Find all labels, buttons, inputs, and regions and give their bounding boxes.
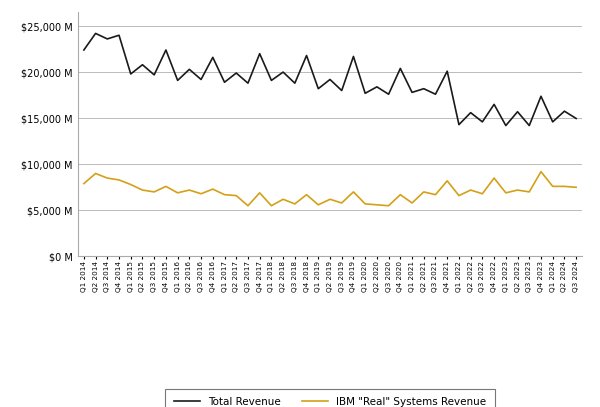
Total Revenue xyxy=(502,123,509,128)
Total Revenue xyxy=(326,77,334,82)
Total Revenue xyxy=(467,110,474,115)
Total Revenue xyxy=(280,70,287,74)
Total Revenue xyxy=(561,109,568,114)
Total Revenue xyxy=(549,119,556,124)
IBM "Real" Systems Revenue xyxy=(280,197,287,202)
IBM "Real" Systems Revenue xyxy=(244,203,251,208)
IBM "Real" Systems Revenue xyxy=(221,192,228,197)
IBM "Real" Systems Revenue xyxy=(572,185,580,190)
IBM "Real" Systems Revenue xyxy=(455,193,463,198)
IBM "Real" Systems Revenue xyxy=(163,184,170,189)
Total Revenue xyxy=(115,33,122,38)
Total Revenue xyxy=(314,86,322,91)
IBM "Real" Systems Revenue xyxy=(104,176,111,181)
Total Revenue xyxy=(209,55,217,60)
Line: Total Revenue: Total Revenue xyxy=(84,33,576,125)
Total Revenue xyxy=(233,70,240,75)
Total Revenue xyxy=(139,62,146,67)
IBM "Real" Systems Revenue xyxy=(151,190,158,195)
Total Revenue xyxy=(174,78,181,83)
IBM "Real" Systems Revenue xyxy=(233,193,240,198)
IBM "Real" Systems Revenue xyxy=(197,191,205,196)
IBM "Real" Systems Revenue xyxy=(409,201,416,206)
IBM "Real" Systems Revenue xyxy=(92,171,99,176)
IBM "Real" Systems Revenue xyxy=(314,202,322,207)
IBM "Real" Systems Revenue xyxy=(115,177,122,182)
IBM "Real" Systems Revenue xyxy=(186,188,193,193)
Total Revenue xyxy=(362,91,369,96)
Total Revenue xyxy=(221,80,228,85)
IBM "Real" Systems Revenue xyxy=(291,201,298,206)
IBM "Real" Systems Revenue xyxy=(303,192,310,197)
Total Revenue xyxy=(572,116,580,121)
Total Revenue xyxy=(432,92,439,97)
Total Revenue xyxy=(186,67,193,72)
IBM "Real" Systems Revenue xyxy=(373,202,380,207)
IBM "Real" Systems Revenue xyxy=(514,188,521,193)
Total Revenue xyxy=(291,81,298,85)
IBM "Real" Systems Revenue xyxy=(209,187,217,192)
Total Revenue xyxy=(526,123,533,128)
IBM "Real" Systems Revenue xyxy=(174,190,181,195)
Total Revenue xyxy=(151,72,158,77)
IBM "Real" Systems Revenue xyxy=(268,203,275,208)
IBM "Real" Systems Revenue xyxy=(385,203,392,208)
Total Revenue xyxy=(338,88,346,93)
IBM "Real" Systems Revenue xyxy=(397,192,404,197)
Total Revenue xyxy=(127,72,134,77)
IBM "Real" Systems Revenue xyxy=(256,190,263,195)
IBM "Real" Systems Revenue xyxy=(80,181,88,186)
IBM "Real" Systems Revenue xyxy=(443,178,451,183)
Total Revenue xyxy=(197,77,205,82)
IBM "Real" Systems Revenue xyxy=(432,192,439,197)
Total Revenue xyxy=(350,54,357,59)
Total Revenue xyxy=(514,109,521,114)
Total Revenue xyxy=(538,94,545,98)
IBM "Real" Systems Revenue xyxy=(538,169,545,174)
Total Revenue xyxy=(268,78,275,83)
Total Revenue xyxy=(104,37,111,42)
IBM "Real" Systems Revenue xyxy=(490,176,497,181)
IBM "Real" Systems Revenue xyxy=(526,190,533,195)
IBM "Real" Systems Revenue xyxy=(127,182,134,187)
IBM "Real" Systems Revenue xyxy=(350,190,357,195)
IBM "Real" Systems Revenue xyxy=(326,197,334,202)
IBM "Real" Systems Revenue xyxy=(362,201,369,206)
Total Revenue xyxy=(80,48,88,53)
Total Revenue xyxy=(420,86,427,91)
Total Revenue xyxy=(163,48,170,53)
IBM "Real" Systems Revenue xyxy=(549,184,556,189)
IBM "Real" Systems Revenue xyxy=(502,190,509,195)
Total Revenue xyxy=(244,81,251,85)
Total Revenue xyxy=(397,66,404,71)
Total Revenue xyxy=(490,102,497,107)
IBM "Real" Systems Revenue xyxy=(561,184,568,189)
Line: IBM "Real" Systems Revenue: IBM "Real" Systems Revenue xyxy=(84,172,576,206)
Total Revenue xyxy=(409,90,416,95)
Total Revenue xyxy=(443,69,451,74)
Total Revenue xyxy=(303,53,310,58)
Total Revenue xyxy=(92,31,99,36)
Total Revenue xyxy=(385,92,392,97)
Legend: Total Revenue, IBM "Real" Systems Revenue: Total Revenue, IBM "Real" Systems Revenu… xyxy=(166,389,494,407)
Total Revenue xyxy=(479,119,486,124)
IBM "Real" Systems Revenue xyxy=(139,188,146,193)
IBM "Real" Systems Revenue xyxy=(338,201,346,206)
IBM "Real" Systems Revenue xyxy=(420,190,427,195)
Total Revenue xyxy=(256,51,263,56)
IBM "Real" Systems Revenue xyxy=(479,191,486,196)
IBM "Real" Systems Revenue xyxy=(467,188,474,193)
Total Revenue xyxy=(455,122,463,127)
Total Revenue xyxy=(373,84,380,89)
